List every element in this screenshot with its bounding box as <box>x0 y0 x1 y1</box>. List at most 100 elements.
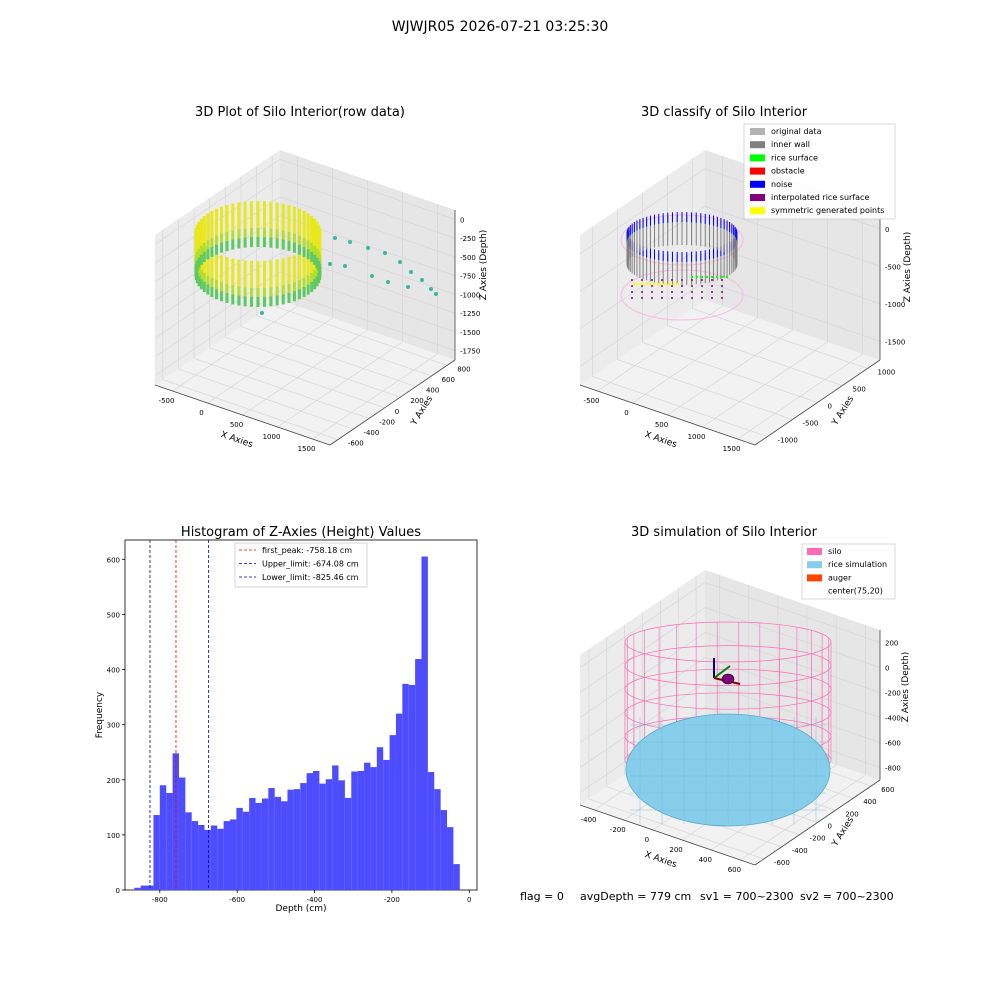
p2-rice-surface-point <box>715 275 719 279</box>
hist-bar <box>287 789 294 890</box>
p1-gridline <box>240 326 417 387</box>
p2-interpolated-point <box>661 279 663 281</box>
panel-histogram-title: Histogram of Z-Axies (Height) Values <box>181 525 421 540</box>
hist-legend-label: first_peak: -758.18 cm <box>262 546 352 555</box>
hist-bar <box>159 785 167 890</box>
p1-data-point <box>297 289 301 300</box>
p1-data-point <box>260 311 264 315</box>
legend-swatch <box>807 561 822 569</box>
p1-data-point <box>310 273 314 283</box>
legend-swatch <box>750 180 765 188</box>
p1-xtick: 1000 <box>263 433 281 441</box>
p1-data-point <box>302 269 306 280</box>
p1-ytick: 400 <box>426 387 439 395</box>
p1-data-point <box>297 208 301 219</box>
p2-gridline <box>667 325 843 386</box>
p2-interpolated-point <box>641 279 643 281</box>
p1-data-point <box>206 240 210 251</box>
p1-data-point <box>318 245 322 256</box>
p1-data-point <box>269 201 273 212</box>
p2-xtick: 1000 <box>688 433 706 441</box>
p1-data-point <box>231 212 235 223</box>
p1-data-point <box>220 215 224 226</box>
p1-data-point <box>202 264 206 274</box>
p1-data-point <box>199 236 203 247</box>
p1-gridline <box>172 305 298 392</box>
p1-data-point <box>231 203 235 214</box>
hist-xtick: -800 <box>152 896 168 904</box>
hist-bar <box>210 825 218 890</box>
p1-data-point <box>197 221 201 232</box>
p1-data-point <box>215 244 219 255</box>
p1-data-point <box>275 286 279 297</box>
p1-data-point <box>297 244 301 255</box>
p2-symmetric-point <box>648 282 652 286</box>
p1-data-point <box>206 284 210 295</box>
p1-data-point <box>256 279 260 289</box>
p1-gridline <box>312 353 438 440</box>
p1-data-point <box>269 260 273 271</box>
panel-simulation-title: 3D simulation of Silo Interior <box>631 525 818 540</box>
p1-data-point <box>275 211 279 222</box>
p1-data-point <box>281 258 285 269</box>
p1-data-point <box>275 268 279 279</box>
p4-gridline <box>704 582 881 643</box>
p1-ztick: -750 <box>460 273 476 281</box>
p1-data-point <box>250 296 254 307</box>
hist-ytick: 500 <box>107 611 120 619</box>
p1-data-point <box>210 219 214 230</box>
p1-gridline <box>154 159 281 245</box>
p2-interpolated-point <box>701 291 703 293</box>
p2-rice-surface-point <box>725 275 729 279</box>
hist-bar <box>376 747 384 890</box>
p1-gridline <box>225 336 401 398</box>
p1-data-point <box>231 239 235 250</box>
legend-swatch <box>750 207 765 215</box>
p1-zlabel: Z Axies (Depth) <box>479 230 489 301</box>
p2-interpolated-point <box>671 279 673 281</box>
p1-data-point <box>250 228 254 239</box>
hist-xtick: -200 <box>384 896 400 904</box>
p1-data-point <box>292 282 296 293</box>
p4-xtick: -200 <box>610 826 626 834</box>
p1-data-point <box>206 275 210 286</box>
hist-xtick: -400 <box>307 896 323 904</box>
p1-data-point <box>292 224 296 235</box>
hist-bar <box>357 770 365 890</box>
p1-data-point <box>215 271 219 282</box>
p1-data-point <box>348 240 352 244</box>
p1-data-point <box>262 210 266 221</box>
p1-data-point <box>287 223 291 234</box>
p2-interpolated-point <box>631 279 633 281</box>
p1-data-point <box>297 217 301 228</box>
p1-data-point <box>225 274 229 285</box>
p1-data-point <box>429 287 433 291</box>
p2-interpolated-point <box>721 285 723 287</box>
p1-data-point <box>206 249 210 260</box>
p1-data-point <box>231 276 235 287</box>
p2-ytick: -1000 <box>778 437 798 445</box>
p1-data-point <box>243 269 247 280</box>
hist-ytick: 600 <box>107 556 120 564</box>
p1-ztick: 0 <box>460 216 464 224</box>
p1-gridline <box>242 329 368 416</box>
p1-data-point <box>315 221 319 232</box>
p2-interpolated-point <box>691 279 693 281</box>
p1-data-point <box>231 267 235 278</box>
p1-data-point <box>315 276 319 287</box>
p2-interpolated-point <box>631 291 633 293</box>
p1-data-point <box>197 230 201 241</box>
p1-ytick: 600 <box>442 376 455 384</box>
p2-y-axis <box>754 359 881 446</box>
p1-data-point <box>210 237 214 248</box>
p1-data-point <box>275 259 279 270</box>
p1-data-point <box>275 202 279 213</box>
p1-data-point <box>315 267 319 278</box>
p1-data-point <box>262 237 266 248</box>
p1-data-point <box>306 213 310 224</box>
hist-bar <box>223 821 231 890</box>
p4-ytick: -400 <box>792 847 808 855</box>
p1-data-point <box>202 234 206 244</box>
status-sv2: sv2 = 700~2300 <box>800 890 894 903</box>
